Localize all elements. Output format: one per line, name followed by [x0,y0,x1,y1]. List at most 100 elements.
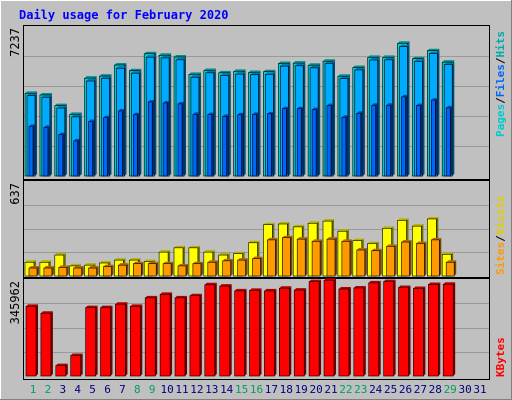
bar-hits-day-24-top [367,55,380,58]
legend-sep-3: / [494,235,507,242]
x-tick-label-day-23: 23 [354,383,367,396]
bar-sites-day-19 [296,238,306,277]
bar-kbytes-day-10 [159,294,171,377]
bar-hits-day-21-top [323,59,335,62]
bar-sites-day-6 [103,266,112,277]
bar-kbytes-day-8 [130,306,141,377]
bar-sites-day-16 [252,258,261,277]
bar-sites-day-12-side [200,261,203,276]
bar-kbytes-day-12-side [199,293,202,376]
bar-hits-day-28-top [427,48,440,51]
bar-sites-day-8-side [141,261,144,276]
bar-kbytes-day-1 [25,306,37,377]
bar-hits-day-16-top [248,70,261,73]
bar-hits-day-10-top [159,53,172,56]
y-max-label-kbytes: 345962 [8,281,22,324]
bar-hits-day-3-top [54,103,67,106]
bar-pages-day-15-top [237,112,244,115]
bar-kbytes-day-20-top [309,279,322,282]
bar-hits-day-12-top [188,72,201,75]
bar-sites-day-24-top [371,248,382,251]
bar-pages-day-11-top [178,101,184,104]
bar-files-day-15-top [235,72,246,75]
bar-sites-day-5-top [88,266,99,269]
bar-files-day-16-side [258,72,261,176]
bar-files-day-12-side [198,75,201,176]
bar-kbytes-day-16-side [259,288,262,376]
bar-sites-day-17-top [267,237,278,240]
bar-files-day-3-side [64,106,67,176]
legend-pages-files-hits: Pages/Files/Hits [494,31,507,137]
bar-files-day-1-side [35,93,37,176]
bar-kbytes-day-17-side [274,288,277,376]
bar-visits-day-1-top [25,260,36,263]
bar-kbytes-day-22-top [338,287,351,290]
bar-kbytes-day-11-side [185,295,187,376]
bar-kbytes-day-11 [174,297,186,377]
bar-sites-day-26 [401,241,410,277]
bar-kbytes-day-22-side [348,287,351,376]
bar-sites-day-28-top [431,237,442,240]
bar-pages-day-6 [103,117,108,177]
bar-sites-day-7 [118,264,127,277]
bar-files-day-5-side [94,79,97,176]
bar-pages-day-11 [177,103,183,177]
bar-sites-day-21 [326,238,336,277]
bar-files-day-14-top [220,73,231,76]
bar-files-day-11-side [184,57,186,177]
bar-files-day-10-top [161,55,172,58]
bar-hits-day-20-top [308,63,321,66]
bar-sites-day-17-side [275,237,278,276]
bar-sites-day-11-side [186,263,188,276]
bar-kbytes-day-7-top [115,302,128,305]
bar-visits-day-4-top [69,263,81,266]
bar-kbytes-day-5-side [95,305,98,376]
bar-hits-day-4-top [69,112,82,115]
legend-kbytes: KBytes [494,337,507,377]
x-tick-label-day-16: 16 [250,383,263,396]
x-tick-label-day-8: 8 [134,383,141,396]
bar-visits-day-28-top [427,216,439,219]
bar-sites-day-24-side [379,248,382,276]
bar-pages-day-22-side [345,115,348,176]
bar-sites-day-3-top [58,265,69,268]
bar-pages-day-21-side [331,103,333,176]
bar-sites-day-22-top [341,239,352,242]
bar-pages-day-14-side [226,114,229,176]
x-tick-label-day-28: 28 [429,383,442,396]
bar-files-day-20-top [310,65,321,68]
bar-pages-day-4-top [73,138,80,141]
bar-sites-day-26-top [401,240,412,243]
bar-files-day-25-side [392,57,395,177]
bar-kbytes-day-2-side [50,311,53,376]
bar-pages-day-7-side [122,108,125,176]
bar-visits-day-23-top [352,238,364,241]
bar-files-day-4-side [79,114,82,176]
bar-pages-day-24-side [375,103,378,176]
bar-files-day-19-top [295,63,306,66]
bar-files-day-5-top [86,79,97,82]
bar-sites-day-14-top [222,258,233,261]
bar-kbytes-day-17-top [264,288,277,291]
bar-visits-day-27-top [412,224,424,227]
bar-pages-day-23-top [356,111,363,114]
bar-sites-day-29-top [446,260,457,263]
bar-sites-day-21-side [335,237,337,276]
bar-kbytes-day-21-side [334,278,336,376]
bar-visits-day-29-top [442,252,454,255]
bar-kbytes-day-26-top [398,285,411,288]
bar-pages-day-24 [371,104,377,177]
legend-sites-visits: Sites/Visits [494,196,507,276]
bar-pages-day-20-side [316,107,319,176]
bar-sites-day-19-side [305,237,308,276]
bar-sites-day-2-top [43,266,54,269]
bar-pages-day-7 [118,110,123,177]
bar-kbytes-day-26 [398,287,409,377]
bar-kbytes-day-22 [338,288,350,377]
x-tick-label-day-13: 13 [205,383,218,396]
bar-visits-day-20-top [308,221,320,224]
bar-pages-day-10-top [163,100,170,103]
bar-kbytes-day-20-side [319,279,322,376]
bar-hits-day-13-top [203,68,216,71]
